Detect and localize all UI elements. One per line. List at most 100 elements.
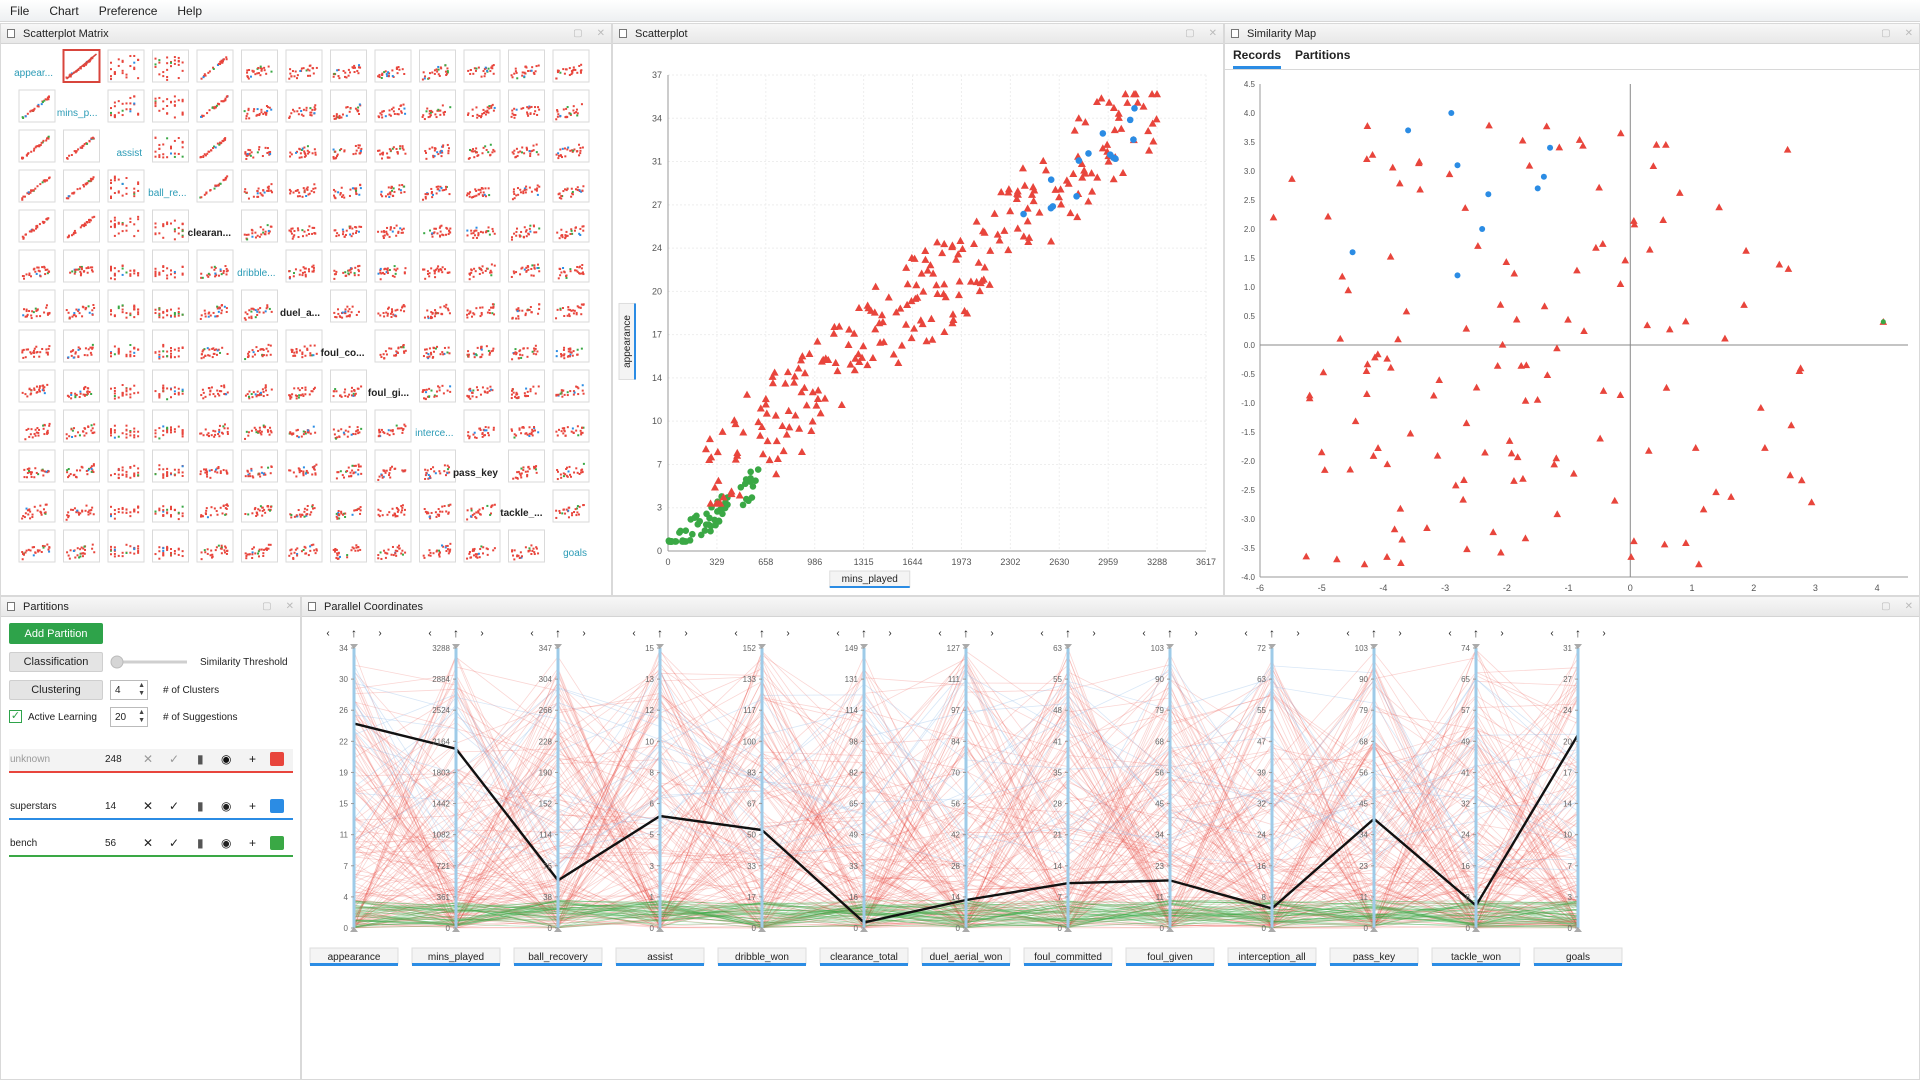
spm-point xyxy=(359,183,362,186)
maximize-icon[interactable]: ▢ xyxy=(262,601,272,612)
spm-point xyxy=(475,517,478,520)
spm-point xyxy=(254,231,257,234)
close-icon[interactable]: ✕ xyxy=(1904,28,1913,39)
scatterplot-matrix[interactable]: appear...mins_p...assistball_re...cleara… xyxy=(1,45,611,595)
menu-bar: File Chart Preference Help xyxy=(0,0,1920,22)
maximize-icon[interactable]: ▢ xyxy=(1881,28,1891,39)
spm-point xyxy=(29,275,32,278)
menu-help[interactable]: Help xyxy=(177,3,203,18)
close-icon[interactable]: ✕ xyxy=(143,836,154,850)
spm-point xyxy=(336,554,339,557)
spm-point xyxy=(32,109,35,112)
scatter-point-unknown xyxy=(1139,102,1148,110)
menu-chart[interactable]: Chart xyxy=(49,3,79,18)
stepper-arrows-icon[interactable]: ▲ ▼ xyxy=(138,709,145,724)
partition-name[interactable]: superstars xyxy=(10,801,57,812)
spm-point xyxy=(250,467,253,470)
spm-point xyxy=(207,150,210,153)
clustering-button[interactable]: Clustering xyxy=(9,680,103,700)
spm-point xyxy=(349,106,352,109)
spm-point xyxy=(401,469,404,472)
check-icon[interactable]: ✓ xyxy=(169,799,180,813)
spm-point xyxy=(121,391,124,394)
scatterplot-chart[interactable]: 0 329 658 986 1315 1644 1973 2302 2630 2959 3288 36… xyxy=(613,45,1223,595)
partition-color-swatch[interactable] xyxy=(270,836,284,850)
menu-preference[interactable]: Preference xyxy=(98,3,158,18)
similarity-threshold-slider[interactable] xyxy=(109,652,189,672)
close-icon[interactable]: ✕ xyxy=(1904,601,1913,612)
spm-point xyxy=(491,306,494,309)
map-point-unknown xyxy=(1643,321,1652,329)
spm-point xyxy=(445,549,448,552)
partition-name[interactable]: bench xyxy=(10,838,38,849)
scatter-point-unknown xyxy=(1131,90,1140,98)
spm-point xyxy=(525,188,528,191)
eye-icon[interactable]: ◉ xyxy=(221,799,232,813)
trash-icon[interactable]: ▮ xyxy=(197,799,204,813)
partition-row-superstars[interactable]: superstars 14 ✕ ✓ ▮ ◉ + xyxy=(9,796,293,820)
spm-point xyxy=(258,426,261,429)
check-icon[interactable]: ✓ xyxy=(169,752,180,766)
tab-partitions[interactable]: Partitions xyxy=(1295,48,1351,62)
add-partition-button[interactable]: Add Partition xyxy=(9,623,103,644)
check-icon[interactable]: ✓ xyxy=(169,836,180,850)
close-icon[interactable]: ✕ xyxy=(143,752,154,766)
partition-color-swatch[interactable] xyxy=(270,752,284,766)
spm-point xyxy=(485,230,488,233)
plus-icon[interactable]: + xyxy=(249,752,257,766)
close-icon[interactable]: ✕ xyxy=(596,28,605,39)
spm-point xyxy=(121,109,124,112)
tab-records[interactable]: Records xyxy=(1233,48,1282,69)
suggestions-stepper[interactable]: 20 ▲ ▼ xyxy=(110,707,148,727)
spm-point xyxy=(216,315,219,318)
maximize-icon[interactable]: ▢ xyxy=(573,28,583,39)
close-icon[interactable]: ✕ xyxy=(285,601,294,612)
spm-point xyxy=(400,427,403,430)
spm-point xyxy=(441,505,444,508)
partition-name[interactable]: unknown xyxy=(10,754,51,765)
spm-point xyxy=(382,353,385,356)
trash-icon[interactable]: ▮ xyxy=(197,836,204,850)
maximize-icon[interactable]: ▢ xyxy=(1881,601,1891,612)
clusters-stepper[interactable]: 4 ▲ ▼ xyxy=(110,680,148,700)
spm-point xyxy=(41,266,44,269)
spm-point xyxy=(129,551,132,554)
trash-icon[interactable]: ▮ xyxy=(197,752,204,766)
spm-point xyxy=(481,265,484,268)
spm-point xyxy=(257,508,260,511)
spm-point xyxy=(154,432,157,435)
spm-point xyxy=(475,106,478,109)
spm-point xyxy=(312,72,315,75)
spm-point xyxy=(486,391,489,394)
spm-point xyxy=(298,273,301,276)
spm-point xyxy=(125,354,128,357)
plus-icon[interactable]: + xyxy=(249,836,257,850)
spm-point xyxy=(490,506,493,509)
stepper-arrows-icon[interactable]: ▲ ▼ xyxy=(138,682,145,697)
spm-point xyxy=(434,276,437,279)
partition-color-swatch[interactable] xyxy=(270,799,284,813)
eye-icon[interactable]: ◉ xyxy=(221,752,232,766)
similarity-map-chart[interactable]: -6 -5 -4 -3 -2 -1 0 1 2 3 44.54.03.53.02.52.01.51.… xyxy=(1225,72,1919,596)
plus-icon[interactable]: + xyxy=(249,799,257,813)
spm-point xyxy=(572,393,575,396)
partition-row-unknown[interactable]: unknown 248 ✕ ✓ ▮ ◉ + xyxy=(9,749,293,773)
close-icon[interactable]: ✕ xyxy=(143,799,154,813)
spm-point xyxy=(262,395,265,398)
active-learning-checkbox[interactable]: ✓ xyxy=(9,710,22,723)
menu-file[interactable]: File xyxy=(10,3,30,18)
spm-point xyxy=(36,427,39,430)
spm-point xyxy=(564,188,567,191)
spm-point xyxy=(511,550,514,553)
spm-point xyxy=(475,151,478,154)
close-icon[interactable]: ✕ xyxy=(1208,28,1217,39)
classification-button[interactable]: Classification xyxy=(9,652,103,672)
maximize-icon[interactable]: ▢ xyxy=(1185,28,1195,39)
spm-point xyxy=(525,66,528,69)
spm-point xyxy=(383,234,386,237)
spm-point xyxy=(472,433,475,436)
eye-icon[interactable]: ◉ xyxy=(221,836,232,850)
partition-row-bench[interactable]: bench 56 ✕ ✓ ▮ ◉ + xyxy=(9,833,293,857)
spm-point xyxy=(166,467,169,470)
